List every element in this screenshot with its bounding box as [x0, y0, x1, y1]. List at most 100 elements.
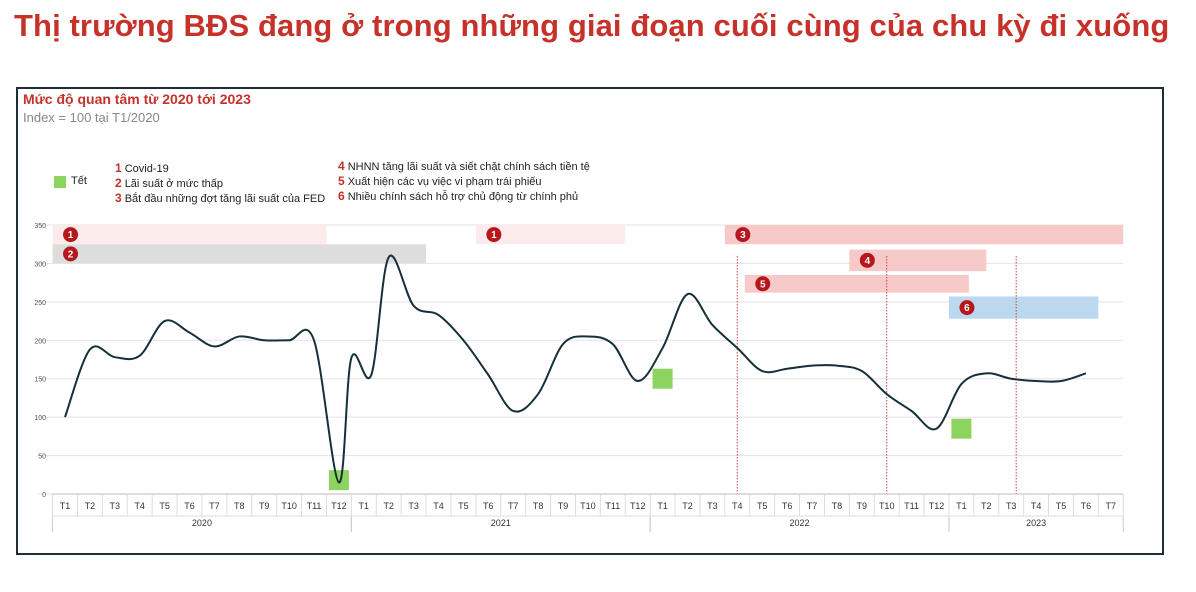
annotation-badge: [735, 227, 751, 243]
x-tick-label: T6: [483, 501, 494, 511]
x-tick-label: T10: [281, 501, 297, 511]
annotation-badge: [859, 252, 875, 268]
annotation-badge: [63, 227, 79, 243]
chart-frame: [16, 87, 1164, 555]
annotation-bar: [744, 274, 969, 293]
legend-event-text: Bắt đầu những đợt tăng lãi suất của FED: [124, 193, 326, 205]
x-tick-label: T12: [929, 501, 945, 511]
legend-event-4: 4 NHNN tăng lãi suất và siết chặt chính s…: [338, 159, 590, 173]
annotation-bar: [849, 249, 987, 272]
x-tick-label: T3: [1006, 501, 1017, 511]
x-tick-label: T10: [879, 501, 895, 511]
annotation-badge-number: 6: [964, 303, 970, 314]
annotation-badge-number: 5: [760, 279, 766, 290]
x-tick-label: T10: [580, 501, 596, 511]
year-label: 2020: [192, 518, 212, 528]
y-tick-label: 200: [34, 338, 46, 345]
y-tick-label: 350: [34, 223, 46, 230]
x-tick-label: T8: [533, 501, 544, 511]
legend-event-text: Nhiều chính sách hỗ trợ chủ động từ chín…: [347, 191, 579, 203]
x-tick-label: T12: [331, 501, 347, 511]
annotation-badge: [755, 276, 771, 292]
x-tick-label: T9: [558, 501, 569, 511]
annotation-badge-number: 1: [491, 230, 497, 241]
annotation-badge: [959, 300, 975, 316]
x-tick-label: T1: [657, 501, 668, 511]
x-tick-label: T9: [857, 501, 868, 511]
x-tick-label: T11: [904, 501, 919, 511]
legend-event-number: 4: [338, 159, 345, 173]
annotation-bar: [52, 225, 327, 245]
legend-event-number: 6: [338, 189, 345, 203]
x-tick-label: T3: [408, 501, 419, 511]
x-tick-label: T6: [1081, 501, 1092, 511]
chart-title: Mức độ quan tâm từ 2020 tới 2023: [23, 91, 251, 107]
legend-tet-label: Tết: [71, 175, 87, 187]
x-tick-label: T7: [508, 501, 519, 511]
legend-event-6: 6 Nhiều chính sách hỗ trợ chủ động từ chí…: [338, 189, 578, 203]
year-label: 2022: [790, 518, 810, 528]
legend-event-text: Lãi suất ở mức thấp: [124, 178, 224, 190]
x-tick-label: T2: [383, 501, 394, 511]
annotation-badge-number: 2: [68, 249, 74, 260]
x-tick-label: T1: [359, 501, 370, 511]
legend-event-5: 5 Xuất hiện các vụ việc vi phạm trái phiế…: [338, 174, 542, 188]
tet-marker: [951, 418, 972, 439]
x-tick-label: T6: [782, 501, 793, 511]
x-tick-label: T2: [682, 501, 693, 511]
x-tick-label: T8: [234, 501, 245, 511]
x-tick-label: T4: [134, 501, 145, 511]
tet-marker: [652, 368, 673, 389]
annotation-badge-number: 4: [865, 256, 871, 267]
chart-subtitle: Index = 100 tại T1/2020: [23, 110, 160, 125]
y-tick-label: 0: [42, 492, 46, 499]
legend-event-text: Covid-19: [124, 163, 169, 175]
x-tick-label: T5: [757, 501, 768, 511]
annotation-badge: [63, 246, 79, 262]
annotation-bar: [724, 225, 1124, 245]
legend-event-number: 5: [338, 174, 345, 188]
legend-event-number: 2: [115, 176, 122, 190]
legend-event-2: 2 Lãi suất ở mức thấp: [115, 176, 223, 190]
legend-tet-swatch: [54, 176, 66, 188]
y-tick-label: 250: [34, 300, 46, 307]
annotation-badge-number: 1: [68, 230, 74, 241]
year-label: 2021: [491, 518, 511, 528]
tet-marker: [328, 470, 349, 491]
x-tick-label: T11: [605, 501, 620, 511]
x-tick-label: T9: [259, 501, 270, 511]
legend-event-3: 3 Bắt đầu những đợt tăng lãi suất của FED: [115, 191, 325, 205]
y-tick-label: 150: [34, 377, 46, 384]
legend-event-text: NHNN tăng lãi suất và siết chặt chính sá…: [347, 161, 590, 173]
legend-event-text: Xuất hiện các vụ việc vi phạm trái phiếu: [347, 176, 542, 188]
annotation-bar: [475, 225, 626, 245]
x-tick-label: T7: [209, 501, 220, 511]
x-tick-label: T11: [307, 501, 322, 511]
y-tick-label: 300: [34, 261, 46, 268]
year-label: 2023: [1026, 518, 1046, 528]
x-tick-label: T3: [707, 501, 718, 511]
x-tick-label: T5: [1056, 501, 1067, 511]
x-tick-label: T7: [1106, 501, 1117, 511]
page-headline: Thị trường BĐS đang ở trong những giai đ…: [14, 8, 1170, 43]
annotation-bar: [948, 296, 1099, 319]
x-tick-label: T7: [807, 501, 818, 511]
x-tick-label: T2: [981, 501, 992, 511]
x-tick-label: T2: [85, 501, 96, 511]
x-tick-label: T8: [832, 501, 843, 511]
annotation-badge-number: 3: [740, 230, 746, 241]
x-tick-label: T12: [630, 501, 646, 511]
x-tick-label: T1: [60, 501, 71, 511]
y-tick-label: 50: [38, 454, 46, 461]
x-tick-label: T4: [433, 501, 444, 511]
x-tick-label: T4: [732, 501, 743, 511]
legend-event-number: 3: [115, 191, 122, 205]
annotation-badge: [486, 227, 502, 243]
x-tick-label: T5: [458, 501, 469, 511]
legend-event-number: 1: [115, 161, 122, 175]
legend-event-1: 1 Covid-19: [115, 161, 169, 175]
series-line: [64, 254, 1087, 484]
x-tick-label: T3: [110, 501, 121, 511]
x-tick-label: T6: [184, 501, 195, 511]
